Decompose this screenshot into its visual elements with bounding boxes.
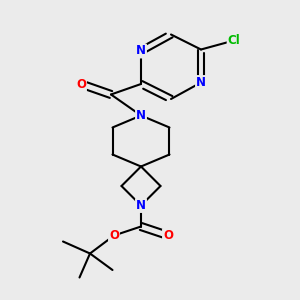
Text: O: O [76, 77, 86, 91]
Text: N: N [136, 109, 146, 122]
Text: N: N [136, 44, 146, 58]
Text: O: O [109, 229, 119, 242]
Text: Cl: Cl [228, 34, 240, 47]
Text: N: N [196, 76, 206, 89]
Text: N: N [136, 199, 146, 212]
Text: O: O [163, 229, 173, 242]
